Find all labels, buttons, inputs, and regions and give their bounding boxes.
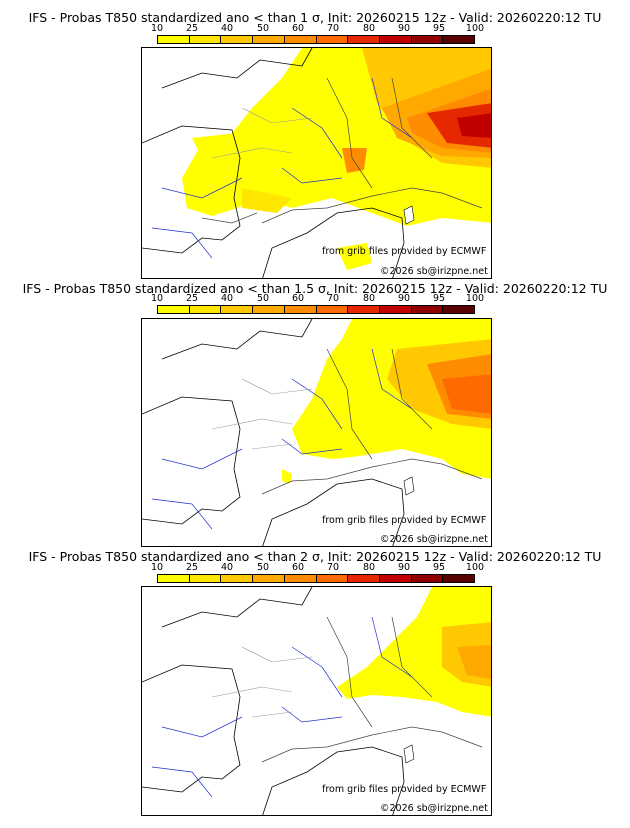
panel-1-credit: from grib files provided by ECMWF: [322, 246, 487, 257]
panel-1-map: from grib files provided by ECMWF ©2026 …: [141, 47, 492, 279]
panel-1-title: IFS - Probas T850 standardized ano < tha…: [28, 10, 602, 25]
colorbar-swatch: [316, 36, 349, 43]
tick-label: 95: [432, 562, 446, 573]
tick-label: 50: [256, 23, 270, 34]
tick-label: 50: [256, 562, 270, 573]
tick-label: 60: [291, 562, 305, 573]
panel-2-copyright: ©2026 sb@irizpne.net: [380, 534, 488, 545]
colorbar-swatch: [253, 575, 285, 582]
tick-label: 25: [185, 562, 199, 573]
colorbar-swatch: [221, 575, 254, 582]
colorbar-swatch: [189, 36, 222, 43]
tick-label: 50: [256, 293, 270, 304]
tick-label: 40: [220, 23, 234, 34]
tick-label: 70: [326, 562, 340, 573]
colorbar-swatch: [221, 306, 254, 313]
tick-label: 80: [362, 293, 376, 304]
colorbar-swatch: [379, 36, 412, 43]
colorbar-swatch: [253, 306, 285, 313]
colorbar-swatch: [189, 306, 222, 313]
colorbar-swatch: [411, 575, 444, 582]
panel-2-map: from grib files provided by ECMWF ©2026 …: [141, 318, 492, 547]
colorbar-swatch: [443, 306, 475, 313]
panel-2-colorbar-ticks: 10 25 40 50 60 70 80 90 95 100: [151, 293, 484, 305]
panel-1-colorbar: [157, 35, 475, 44]
panel-2-colorbar: [157, 305, 475, 314]
probability-map: [142, 587, 491, 815]
colorbar-swatch: [284, 36, 317, 43]
colorbar-swatch: [221, 36, 254, 43]
tick-label: 90: [397, 562, 411, 573]
colorbar-swatch: [379, 306, 412, 313]
tick-label: 10: [150, 293, 164, 304]
tick-label: 70: [326, 23, 340, 34]
tick-label: 80: [362, 23, 376, 34]
panel-1-colorbar-ticks: 10 25 40 50 60 70 80 90 95 100: [151, 23, 484, 35]
panel-3-credit: from grib files provided by ECMWF: [322, 784, 487, 795]
colorbar-swatch: [348, 575, 380, 582]
tick-label: 25: [185, 23, 199, 34]
panel-3-title: IFS - Probas T850 standardized ano < tha…: [28, 549, 602, 564]
colorbar-swatch: [411, 306, 444, 313]
colorbar-swatch: [443, 36, 475, 43]
panel-3-copyright: ©2026 sb@irizpne.net: [380, 803, 488, 814]
panel-3-map: from grib files provided by ECMWF ©2026 …: [141, 586, 492, 816]
colorbar-swatch: [316, 306, 349, 313]
tick-label: 100: [465, 23, 485, 34]
tick-label: 100: [465, 293, 485, 304]
tick-label: 80: [362, 562, 376, 573]
colorbar-swatch: [284, 306, 317, 313]
colorbar-swatch: [158, 575, 190, 582]
tick-label: 95: [432, 293, 446, 304]
colorbar-swatch: [348, 306, 380, 313]
colorbar-swatch: [284, 575, 317, 582]
colorbar-swatch: [316, 575, 349, 582]
panel-2-title: IFS - Probas T850 standardized ano < tha…: [22, 281, 608, 296]
tick-label: 40: [220, 293, 234, 304]
colorbar-swatch: [411, 36, 444, 43]
colorbar-swatch: [158, 306, 190, 313]
tick-label: 40: [220, 562, 234, 573]
tick-label: 60: [291, 23, 305, 34]
colorbar-swatch: [379, 575, 412, 582]
colorbar-swatch: [253, 36, 285, 43]
colorbar-swatch: [348, 36, 380, 43]
probability-map: [142, 319, 491, 546]
probability-map: [142, 48, 491, 278]
panel-2-credit: from grib files provided by ECMWF: [322, 515, 487, 526]
tick-label: 90: [397, 23, 411, 34]
panel-3-colorbar-ticks: 10 25 40 50 60 70 80 90 95 100: [151, 562, 484, 574]
tick-label: 60: [291, 293, 305, 304]
colorbar-swatch: [443, 575, 475, 582]
tick-label: 100: [465, 562, 485, 573]
tick-label: 10: [150, 562, 164, 573]
panel-1-copyright: ©2026 sb@irizpne.net: [380, 266, 488, 277]
tick-label: 25: [185, 293, 199, 304]
panel-3-colorbar: [157, 574, 475, 583]
colorbar-swatch: [158, 36, 190, 43]
tick-label: 95: [432, 23, 446, 34]
colorbar-swatch: [189, 575, 222, 582]
tick-label: 70: [326, 293, 340, 304]
tick-label: 90: [397, 293, 411, 304]
tick-label: 10: [150, 23, 164, 34]
